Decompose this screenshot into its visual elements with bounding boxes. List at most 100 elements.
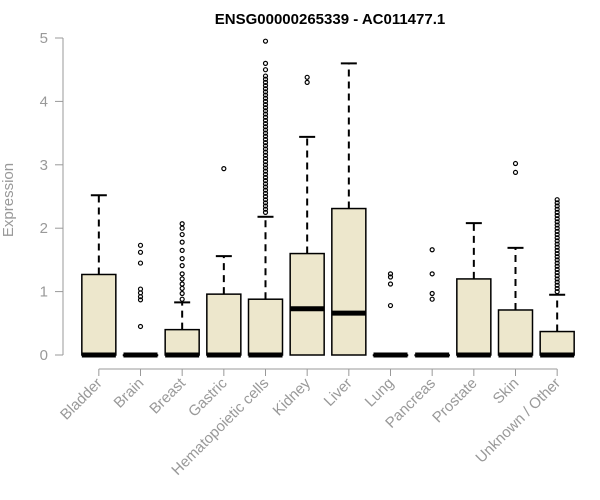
x-tick-label: Breast: [146, 374, 189, 417]
outlier-point: [262, 127, 269, 133]
outlier-point: [554, 273, 560, 279]
outlier-point: [262, 124, 269, 130]
outlier-point: [262, 114, 269, 120]
outlier-point: [262, 171, 269, 177]
outlier-point: [554, 222, 560, 228]
box-group-unknown-other: [539, 197, 575, 358]
outlier-point: [554, 197, 560, 203]
outlier-point: [554, 241, 560, 247]
outlier-point: [179, 256, 185, 262]
outlier-point: [262, 73, 269, 79]
outlier-point: [179, 290, 185, 297]
outlier-point: [554, 289, 560, 295]
outlier-point: [554, 266, 560, 273]
box-group-breast: [164, 221, 200, 358]
box-group-lung: [372, 271, 409, 358]
box: [206, 293, 242, 356]
outlier-point: [137, 260, 144, 266]
box: [247, 298, 284, 356]
box: [497, 309, 534, 356]
outlier-point: [554, 231, 560, 238]
outlier-point: [262, 197, 269, 203]
outlier-point: [137, 323, 144, 330]
outlier-point: [262, 136, 269, 143]
outlier-point: [179, 231, 185, 238]
outlier-point: [179, 247, 185, 253]
box-group-gastric: [206, 166, 242, 358]
x-tick-label: Skin: [490, 375, 523, 408]
outlier-point: [262, 209, 269, 215]
outlier-point: [554, 257, 560, 263]
outlier-point: [262, 146, 269, 152]
outlier-point: [512, 160, 519, 167]
outlier-point: [554, 238, 560, 244]
outlier-point: [262, 165, 269, 171]
outlier-point: [262, 174, 269, 181]
outlier-point: [262, 162, 269, 168]
outlier-point: [554, 219, 560, 225]
outlier-point: [387, 281, 394, 287]
outlier-point: [262, 190, 269, 196]
outlier-point: [262, 38, 269, 44]
outlier-point: [221, 166, 227, 172]
outlier-point: [262, 82, 269, 89]
outlier-point: [262, 130, 269, 136]
outlier-point: [137, 286, 144, 292]
outlier-point: [179, 271, 185, 277]
y-tick-label: 5: [40, 30, 48, 47]
outlier-point: [554, 200, 560, 206]
outlier-point: [179, 296, 185, 302]
box: [81, 273, 117, 356]
outlier-point: [262, 108, 269, 114]
outlier-point: [262, 140, 269, 146]
chart-title: ENSG00000265339 - AC011477.1: [215, 11, 445, 28]
x-tick-label: Lung: [362, 375, 398, 411]
outlier-point: [262, 200, 269, 206]
x-tick-label: Kidney: [270, 374, 315, 419]
outlier-point: [262, 98, 269, 105]
outlier-point: [304, 79, 310, 85]
outlier-point: [179, 239, 185, 245]
outlier-point: [262, 76, 269, 82]
outlier-point: [262, 143, 269, 149]
box: [289, 252, 325, 356]
outlier-point: [262, 86, 269, 92]
y-tick-label: 1: [40, 284, 48, 301]
outlier-point: [262, 133, 269, 139]
x-tick-label: Brain: [111, 375, 148, 412]
outlier-point: [137, 242, 144, 248]
outlier-point: [554, 235, 560, 241]
outlier-point: [179, 285, 185, 292]
outlier-point: [554, 203, 560, 209]
y-tick-label: 3: [40, 157, 48, 174]
outlier-point: [179, 225, 185, 231]
outlier-point: [554, 282, 560, 288]
outlier-point: [554, 285, 560, 292]
box-group-hematopoietic-cells: [247, 38, 284, 358]
outlier-point: [179, 221, 185, 227]
outlier-point: [554, 254, 560, 260]
outlier-point: [429, 247, 435, 253]
box: [164, 328, 200, 356]
outlier-point: [179, 281, 185, 287]
outlier-point: [387, 302, 394, 309]
box-group-bladder: [81, 194, 117, 358]
outlier-point: [137, 297, 144, 303]
outlier-point: [262, 92, 269, 98]
outlier-point: [262, 152, 269, 158]
outlier-point: [262, 181, 269, 187]
outlier-point: [554, 263, 560, 269]
outlier-point: [262, 105, 269, 111]
outlier-point: [262, 149, 269, 155]
outlier-point: [262, 178, 269, 184]
y-tick-label: 2: [40, 220, 48, 237]
outlier-point: [262, 193, 269, 200]
y-tick-label: 4: [40, 93, 48, 110]
box: [539, 330, 575, 356]
outlier-point: [387, 271, 394, 277]
box-group-liver: [331, 62, 367, 356]
outlier-point: [554, 269, 560, 276]
outlier-point: [554, 216, 560, 222]
outlier-point: [429, 290, 435, 297]
